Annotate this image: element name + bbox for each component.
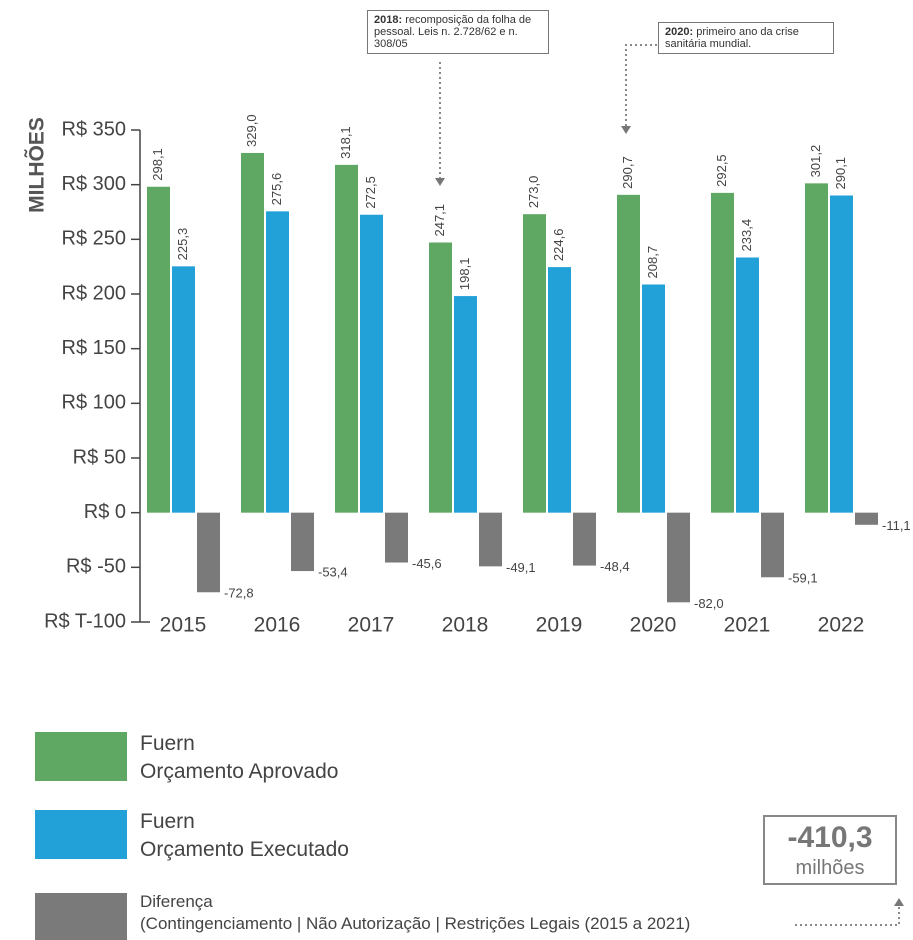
total-unit: milhões xyxy=(795,857,865,879)
legend-label: Fuern Orçamento Aprovado xyxy=(140,732,339,783)
y-tick-label: R$ 150 xyxy=(62,337,127,359)
value-label: -48,4 xyxy=(600,559,630,574)
value-label: -59,1 xyxy=(788,571,818,586)
y-tick-label: R$ 350 xyxy=(62,118,127,140)
value-label: 273,0 xyxy=(526,176,541,209)
bar xyxy=(291,512,314,572)
bar xyxy=(642,284,665,513)
bar xyxy=(617,194,640,513)
bar xyxy=(761,512,784,578)
x-tick-label: 2022 xyxy=(818,614,865,637)
y-tick-label: R$ 300 xyxy=(62,173,127,195)
value-label: -11,1 xyxy=(882,518,911,533)
value-label: 301,2 xyxy=(808,145,823,178)
legend-swatch xyxy=(35,732,127,781)
total-box: -410,3 milhões xyxy=(763,815,897,885)
bar xyxy=(830,195,853,513)
value-label: 224,6 xyxy=(551,229,566,262)
bar xyxy=(335,164,358,513)
bar xyxy=(855,512,878,525)
bar xyxy=(548,267,571,513)
bar xyxy=(360,214,383,513)
annotation-line xyxy=(625,44,657,128)
value-label: 290,1 xyxy=(833,157,848,190)
value-label: -53,4 xyxy=(318,564,348,579)
value-label: 298,1 xyxy=(150,148,165,181)
x-tick-label: 2021 xyxy=(724,614,771,637)
x-tick-label: 2016 xyxy=(254,614,301,637)
value-label: 272,5 xyxy=(363,176,378,209)
value-label: 292,5 xyxy=(714,154,729,187)
bar xyxy=(172,266,195,513)
y-axis-label: MILHÕES xyxy=(25,117,49,213)
value-label: 329,0 xyxy=(244,114,259,147)
x-tick-label: 2020 xyxy=(630,614,677,637)
bar xyxy=(805,183,828,513)
y-tick-label: R$ 250 xyxy=(62,228,127,250)
x-tick-label: 2017 xyxy=(348,614,395,637)
arrow xyxy=(435,178,445,186)
y-tick-label: R$ 50 xyxy=(73,446,126,468)
value-label: 225,3 xyxy=(175,228,190,261)
bar xyxy=(523,214,546,513)
bar xyxy=(241,152,264,513)
bar xyxy=(736,257,759,513)
value-label: 208,7 xyxy=(645,246,660,279)
bar xyxy=(479,512,502,567)
total-line xyxy=(795,905,900,926)
value-label: 233,4 xyxy=(739,219,754,252)
y-tick-label: R$ -50 xyxy=(66,556,126,578)
value-label: -72,8 xyxy=(224,586,254,601)
value-label: 290,7 xyxy=(620,156,635,189)
x-tick-label: 2015 xyxy=(160,614,207,637)
bar xyxy=(197,512,220,593)
bar xyxy=(711,192,734,513)
legend-swatch xyxy=(35,893,127,940)
annotation: 2020: primeiro ano da crise sanitária mu… xyxy=(658,22,834,54)
bar xyxy=(147,186,170,513)
legend-swatch xyxy=(35,810,127,859)
value-label: -82,0 xyxy=(694,596,724,611)
total-value: -410,3 xyxy=(787,821,873,854)
value-label: 275,6 xyxy=(269,173,284,206)
value-label: 198,1 xyxy=(457,258,472,291)
legend-label: Diferença (Contingenciamento | Não Autor… xyxy=(140,892,691,933)
y-tick-label: R$ 0 xyxy=(84,501,126,523)
y-tick-label: R$ T-100 xyxy=(44,610,126,632)
bar xyxy=(266,211,289,513)
annotation: 2018: recomposição da folha de pessoal. … xyxy=(367,10,549,54)
bar xyxy=(454,296,477,513)
value-label: -45,6 xyxy=(412,556,442,571)
legend-label: Fuern Orçamento Executado xyxy=(140,810,349,861)
y-tick-label: R$ 200 xyxy=(62,282,127,304)
bar xyxy=(573,512,596,566)
arrow xyxy=(894,898,904,906)
x-tick-label: 2019 xyxy=(536,614,583,637)
value-label: 318,1 xyxy=(338,126,353,159)
value-label: -49,1 xyxy=(506,560,536,575)
value-label: 247,1 xyxy=(432,204,447,237)
y-tick-label: R$ 100 xyxy=(62,392,127,414)
arrow xyxy=(621,126,631,134)
bar xyxy=(385,512,408,563)
bar xyxy=(429,242,452,513)
bar xyxy=(667,512,690,603)
x-tick-label: 2018 xyxy=(442,614,489,637)
